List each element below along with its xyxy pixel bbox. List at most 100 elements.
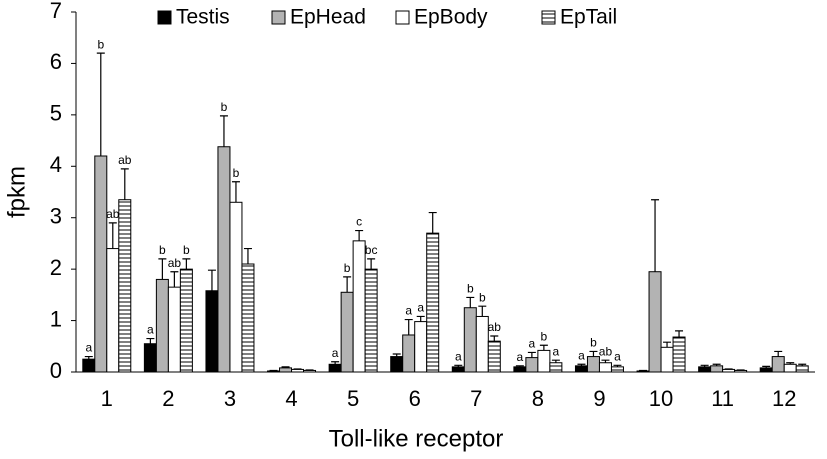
error-bar (231, 181, 240, 203)
significance-letter: ab (599, 344, 613, 358)
significance-letter: bc (365, 243, 378, 257)
bar (487, 340, 501, 373)
error-bar (305, 369, 314, 371)
y-tick-label: 3 (50, 204, 62, 229)
x-axis-title: Toll-like receptor (329, 425, 504, 452)
significance-letter: b (159, 243, 166, 257)
bar (279, 367, 293, 373)
bar (574, 365, 588, 373)
x-tick-label: 6 (409, 386, 421, 411)
bar (94, 155, 108, 373)
y-tick-label: 7 (50, 0, 62, 23)
error-bar (466, 296, 475, 308)
error-bar (478, 305, 487, 317)
bar (229, 201, 243, 373)
legend-label: Testis (176, 6, 230, 29)
bar (303, 369, 317, 373)
error-bar (786, 362, 795, 365)
bar (390, 356, 404, 373)
error-bar (527, 351, 536, 358)
x-tick-label: 4 (285, 386, 297, 411)
y-tick-label: 4 (50, 152, 62, 177)
significance-letter: b (541, 329, 548, 343)
y-tick-label: 2 (50, 255, 62, 280)
significance-letter: b (344, 261, 351, 275)
bar (217, 146, 231, 373)
y-axis-title: fpkm (3, 166, 30, 218)
significance-letter: a (85, 341, 92, 355)
bar (205, 290, 219, 373)
error-bar (331, 361, 340, 365)
bar (660, 346, 674, 373)
significance-letter: a (147, 323, 154, 337)
error-bar (207, 269, 216, 291)
bar (648, 271, 662, 373)
error-bar (182, 258, 191, 270)
bar (734, 369, 748, 373)
error-bar (712, 363, 721, 366)
error-bar (577, 363, 586, 366)
bar (722, 368, 736, 373)
bar (513, 366, 527, 373)
y-tick-label: 5 (50, 101, 62, 126)
error-bar (158, 258, 167, 280)
bar (414, 321, 428, 373)
error-bar (108, 222, 117, 249)
significance-letter: b (233, 166, 240, 180)
significance-letter: a (455, 349, 462, 363)
error-bar (700, 364, 709, 367)
significance-letter: ab (106, 207, 120, 221)
significance-letter: ab (488, 320, 502, 334)
error-bar (120, 168, 129, 200)
legend-label: EpTail (560, 6, 617, 29)
error-bar (392, 353, 401, 357)
error-bar (355, 229, 364, 241)
significance-letter: a (553, 344, 560, 358)
error-bar (724, 368, 733, 370)
y-tick-label: 1 (50, 306, 62, 331)
bar (586, 356, 600, 373)
error-bar (367, 258, 376, 270)
x-tick-label: 10 (649, 386, 673, 411)
bar (143, 343, 157, 373)
legend-swatch (541, 10, 556, 25)
error-bar (96, 52, 105, 156)
legend-swatch (395, 10, 410, 25)
bar (475, 315, 489, 373)
error-bar (269, 369, 278, 372)
error-bar (343, 276, 352, 293)
significance-letter: a (517, 350, 524, 364)
x-tick-label: 5 (347, 386, 359, 411)
bar (426, 232, 440, 373)
error-bar (293, 368, 302, 370)
bar (598, 362, 612, 373)
x-tick-label: 2 (162, 386, 174, 411)
significance-letter: a (578, 348, 585, 362)
bar (610, 366, 624, 373)
error-bar (736, 369, 745, 371)
bar (167, 286, 181, 373)
error-bar (675, 330, 684, 338)
error-bar (539, 344, 548, 351)
significance-letter: a (614, 349, 621, 363)
significance-letter: c (356, 215, 362, 229)
legend-label: EpHead (290, 6, 366, 29)
error-bar (490, 335, 499, 342)
significance-letter: b (183, 243, 190, 257)
x-tick-label: 12 (772, 386, 796, 411)
error-bar (601, 359, 610, 363)
bar (241, 263, 255, 373)
bar (636, 370, 650, 373)
error-bar (454, 364, 463, 367)
bar (759, 367, 773, 373)
error-bar (428, 211, 437, 234)
error-bar (219, 115, 228, 147)
y-tick-label: 6 (50, 49, 62, 74)
bar (291, 368, 305, 373)
error-bar (663, 341, 672, 348)
bar (364, 268, 378, 373)
bar (710, 365, 724, 373)
x-tick-label: 1 (101, 386, 113, 411)
bar (451, 366, 465, 373)
